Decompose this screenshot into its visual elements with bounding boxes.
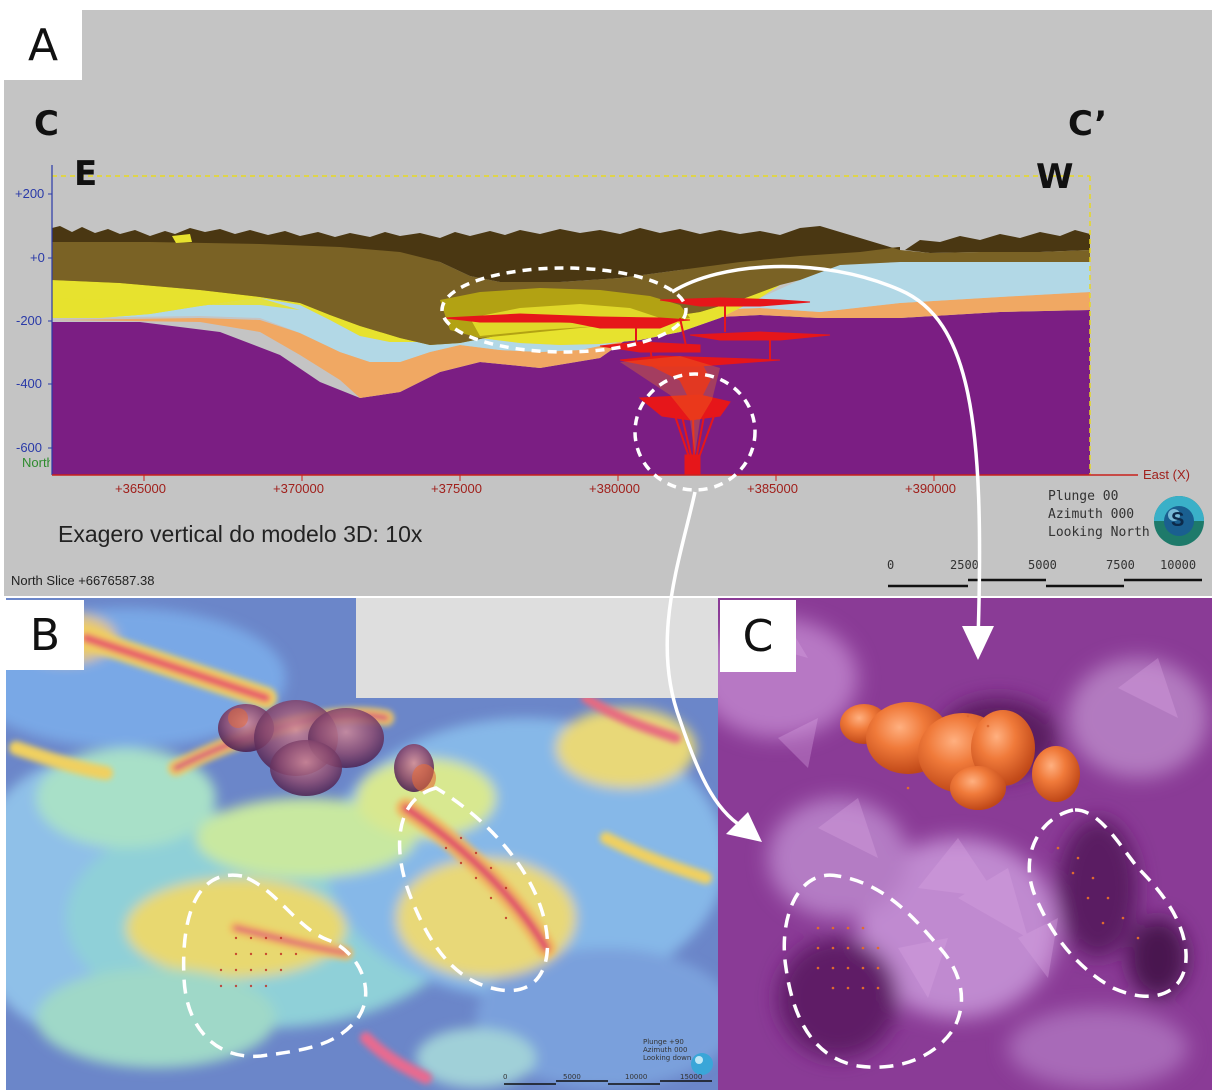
target-outline-b-east <box>397 786 550 993</box>
y-tick: -200 <box>16 313 43 328</box>
scale-tick: 5000 <box>1028 558 1057 572</box>
y-tick: +0 <box>30 250 45 265</box>
highlight-ellipse-lower <box>633 372 757 492</box>
x-tick: +385000 <box>747 481 798 496</box>
slice-label: North Slice +6676587.38 <box>11 573 155 588</box>
orientation-line-b: Plunge +90 <box>643 1038 684 1046</box>
scale-bar-b <box>504 1080 712 1085</box>
scale-tick: 7500 <box>1106 558 1135 572</box>
x-axis-title: East (X) <box>1143 467 1190 482</box>
arrowhead-c <box>962 626 994 660</box>
brown-layer <box>52 240 900 345</box>
x-tick: +380000 <box>589 481 640 496</box>
panel-b-map <box>6 598 718 1090</box>
compass-letter: S <box>1171 509 1185 531</box>
anomaly-blob-b <box>218 700 436 796</box>
right-direction-label: W <box>1036 157 1074 197</box>
orientation-line: Plunge 00 <box>1048 489 1119 504</box>
scale-tick-b: 5000 <box>563 1073 581 1081</box>
panel-a-letter: A <box>4 10 82 80</box>
topography-layer <box>52 226 900 282</box>
sample-points-c <box>816 714 1140 990</box>
scale-tick-b: 0 <box>503 1073 508 1081</box>
sample-points-b <box>219 836 508 988</box>
x-tick: +390000 <box>905 481 956 496</box>
x-tick: +370000 <box>273 481 324 496</box>
arrow-to-panel-b <box>665 491 749 832</box>
scale-tick: 10000 <box>1160 558 1197 572</box>
orientation-line-b: Looking down <box>643 1054 692 1062</box>
orientation-line-b: Azimuth 000 <box>643 1046 688 1054</box>
panel-b-letter: B <box>6 600 84 670</box>
target-outline-b-west <box>181 873 368 1059</box>
highlight-ellipse-upper <box>440 266 688 354</box>
basement-layer <box>52 310 1090 475</box>
panel-c-map <box>718 598 1212 1090</box>
anomaly-feeders <box>635 302 771 461</box>
y-tick: +200 <box>15 186 45 201</box>
cross-section-svg <box>48 165 1204 588</box>
anomaly-blob-c <box>840 702 1080 810</box>
x-tick: +365000 <box>115 481 166 496</box>
scale-tick-b: 15000 <box>680 1073 703 1081</box>
y-tick: -600 <box>16 440 43 455</box>
y-axis-title: North <box>22 455 50 470</box>
light-blue-layer <box>52 262 1090 362</box>
scale-tick: 2500 <box>950 558 979 572</box>
arrow-to-panel-c <box>671 264 982 641</box>
scale-tick-b: 10000 <box>625 1073 648 1081</box>
x-tick: +375000 <box>431 481 482 496</box>
arrowhead-b <box>726 812 762 842</box>
y-tick: -400 <box>16 376 43 391</box>
section-start-label: C <box>34 104 59 144</box>
section-end-label: C’ <box>1068 104 1108 144</box>
exaggeration-note: Exagero vertical do modelo 3D: 10x <box>58 521 423 547</box>
orange-layer <box>52 292 1090 398</box>
orientation-line: Azimuth 000 <box>1048 507 1135 522</box>
orientation-line: Looking North <box>1048 525 1150 540</box>
left-direction-label: E <box>74 154 98 194</box>
target-outline-c-west <box>782 873 964 1069</box>
compass-icon <box>1154 496 1204 546</box>
panel-c-letter: C <box>720 600 796 672</box>
scale-tick: 0 <box>887 558 895 572</box>
